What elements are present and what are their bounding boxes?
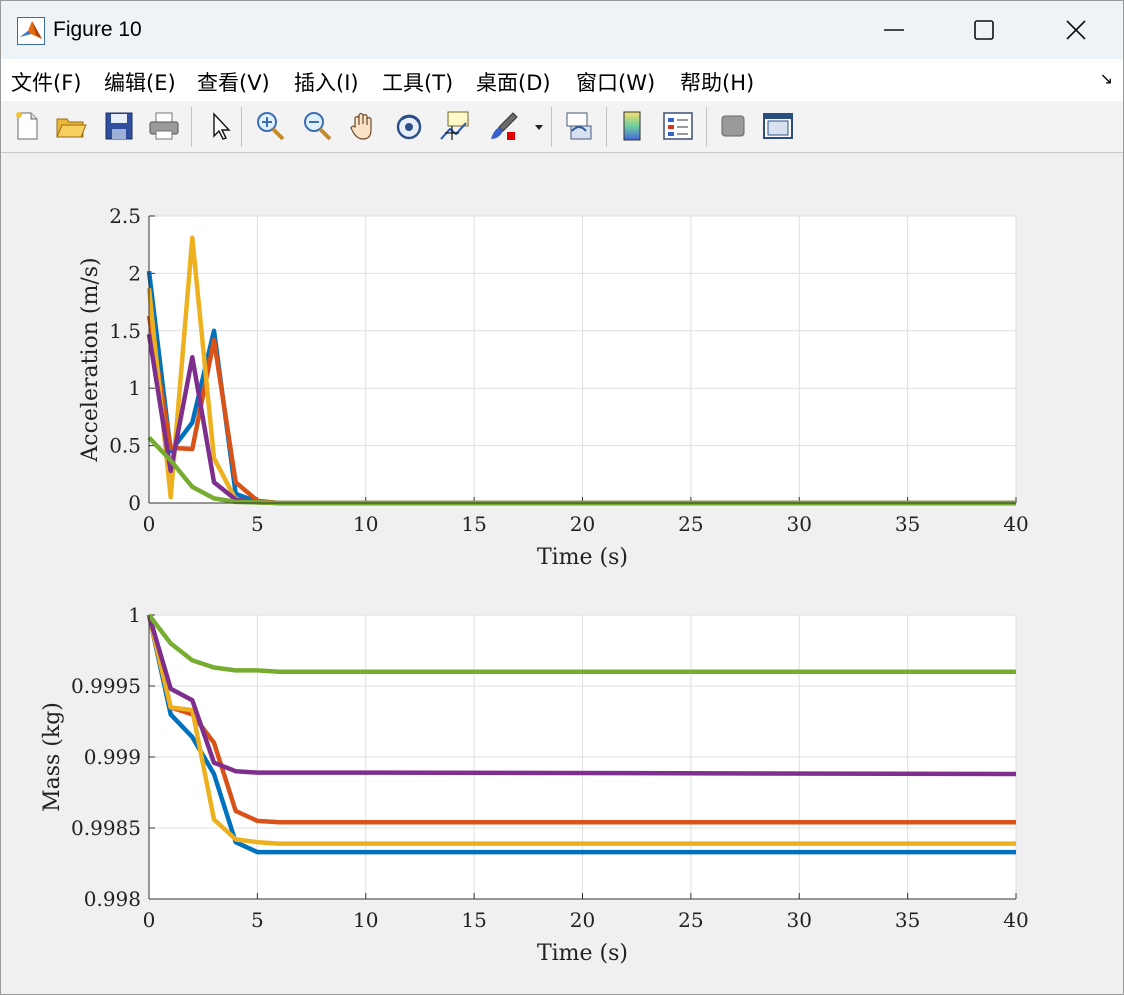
x-tick-label: 30 (787, 908, 812, 932)
window-title: Figure 10 (53, 18, 142, 41)
maximize-icon (974, 20, 994, 40)
data-cursor-icon[interactable] (438, 109, 472, 143)
menu-bar: 文件(F) 编辑(E) 查看(V) 插入(I) 工具(T) 桌面(D) 窗口(W… (1, 59, 1123, 102)
y-tick-label: 0.998 (84, 887, 141, 911)
y-axis-label: Acceleration (m/s) (78, 257, 103, 462)
y-tick-label: 1 (128, 603, 141, 627)
print-icon[interactable] (147, 109, 181, 143)
maximize-button[interactable] (939, 1, 1029, 59)
open-file-icon[interactable] (54, 109, 88, 143)
close-button[interactable] (1031, 1, 1121, 59)
x-tick-label: 30 (787, 512, 812, 536)
menu-insert[interactable]: 插入(I) (294, 71, 359, 95)
zoom-in-icon[interactable] (253, 109, 287, 143)
figure-toolbar (1, 101, 1123, 153)
x-tick-label: 15 (461, 908, 486, 932)
save-icon[interactable] (102, 109, 136, 143)
close-icon (1066, 20, 1086, 40)
menu-file[interactable]: 文件(F) (11, 71, 82, 95)
x-tick-label: 40 (1003, 908, 1028, 932)
axes-2: 0 5 10 15 20 25 30 35 40 0.998 0.9985 0.999 0.9995 1 T… (40, 603, 1029, 966)
series-line-3 (146, 614, 1016, 846)
menu-tools[interactable]: 工具(T) (382, 71, 454, 95)
legend-icon[interactable] (661, 109, 695, 143)
hide-plot-tools-icon[interactable] (716, 109, 750, 143)
menu-desktop[interactable]: 桌面(D) (476, 71, 551, 95)
toolbar-separator (606, 107, 607, 147)
series-line-2 (146, 614, 1016, 825)
minimize-icon (884, 29, 904, 31)
dock-arrow-icon[interactable]: ↘ (1099, 69, 1113, 88)
menu-window[interactable]: 窗口(W) (576, 71, 656, 95)
x-tick-label: 5 (251, 908, 264, 932)
y-tick-label: 0 (128, 491, 141, 515)
brush-dropdown-icon[interactable] (532, 109, 546, 143)
y-tick-label: 1 (128, 376, 141, 400)
pointer-icon[interactable] (204, 109, 238, 143)
toolbar-separator (241, 107, 242, 147)
x-tick-label: 15 (461, 512, 486, 536)
series-line-4 (146, 614, 1017, 777)
series-line-5 (147, 613, 1016, 675)
minimize-button[interactable] (849, 1, 939, 59)
show-plot-tools-icon[interactable] (761, 109, 795, 143)
brush-icon[interactable] (487, 109, 521, 143)
x-tick-label: 25 (678, 512, 703, 536)
toolbar-separator (551, 107, 552, 147)
x-tick-label: 0 (143, 908, 156, 932)
x-tick-label: 25 (678, 908, 703, 932)
x-tick-label: 35 (895, 512, 920, 536)
x-tick-label: 0 (143, 512, 156, 536)
y-tick-label: 1.5 (109, 319, 141, 343)
x-tick-label: 10 (353, 908, 378, 932)
x-axis-label: Time (s) (537, 545, 628, 570)
colorbar-icon[interactable] (616, 109, 650, 143)
y-axis-label: Mass (kg) (40, 702, 65, 812)
x-tick-label: 20 (570, 512, 595, 536)
title-bar: Figure 10 (1, 1, 1123, 59)
x-tick-label: 20 (570, 908, 595, 932)
matlab-logo-icon (17, 17, 45, 45)
toolbar-separator (706, 107, 707, 147)
toolbar-separator (191, 107, 192, 147)
menu-help[interactable]: 帮助(H) (680, 71, 755, 95)
y-tick-label: 2.5 (109, 204, 141, 228)
menu-view[interactable]: 查看(V) (197, 71, 270, 95)
zoom-out-icon[interactable] (300, 109, 334, 143)
y-tick-label: 2 (128, 261, 141, 285)
y-tick-label: 0.9985 (71, 816, 141, 840)
x-tick-label: 40 (1003, 512, 1028, 536)
new-figure-icon[interactable] (10, 109, 44, 143)
x-tick-label: 10 (353, 512, 378, 536)
menu-edit[interactable]: 编辑(E) (104, 71, 176, 95)
x-tick-label: 35 (895, 908, 920, 932)
y-tick-label: 0.5 (109, 434, 141, 458)
link-plot-icon[interactable] (562, 109, 596, 143)
x-tick-label: 5 (251, 512, 264, 536)
pan-hand-icon[interactable] (346, 109, 380, 143)
y-tick-label: 0.999 (84, 745, 141, 769)
rotate-3d-icon[interactable] (392, 109, 426, 143)
axes-1: 0 5 10 15 20 25 30 35 40 0 0.5 1 1.5 2 2.5 Time (s) Acce… (78, 204, 1029, 570)
series-line-1 (146, 614, 1016, 855)
x-axis-label: Time (s) (537, 941, 628, 966)
y-tick-label: 0.9995 (71, 674, 141, 698)
